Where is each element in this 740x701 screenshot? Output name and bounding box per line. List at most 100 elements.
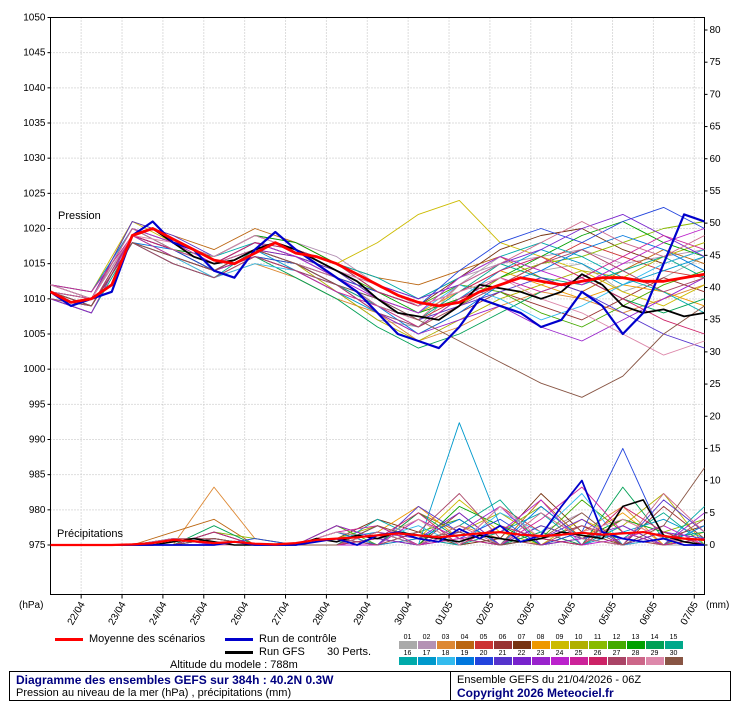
pert-legend-item: 20 <box>474 650 493 665</box>
right-axis-tick-label: 10 <box>710 476 722 487</box>
pert-color-swatch <box>493 641 512 649</box>
pert-number: 07 <box>517 634 526 641</box>
pert-color-swatch <box>569 657 588 665</box>
pert-number: 26 <box>593 650 602 657</box>
pert-color-swatch <box>664 657 683 665</box>
pert-number: 21 <box>498 650 507 657</box>
pert-color-swatch <box>398 641 417 649</box>
right-axis-tick-label: 0 <box>710 540 716 551</box>
legend-row-1: Moyenne des scénarios Run de contrôle <box>0 633 398 645</box>
pert-color-swatch <box>455 657 474 665</box>
left-axis-tick-label: 975 <box>29 540 46 551</box>
pert-legend-item: 24 <box>550 650 569 665</box>
left-axis-tick-label: 1025 <box>23 188 46 199</box>
pert-color-swatch <box>588 641 607 649</box>
pert-legend-item: 07 <box>512 634 531 649</box>
pert-legend-item: 11 <box>588 634 607 649</box>
run-info: Ensemble GEFS du 21/04/2026 - 06Z <box>457 674 642 686</box>
right-axis-tick-label: 65 <box>710 122 722 133</box>
pert-legend-item: 15 <box>664 634 683 649</box>
perts-legend-row: 01 02 03 04 05 06 07 08 09 10 11 12 13 14 15 <box>398 634 698 649</box>
pert-color-swatch <box>588 657 607 665</box>
mean-pressure-line <box>49 227 705 308</box>
ensemble-member-pressure-line <box>50 221 705 300</box>
pert-number: 06 <box>498 634 507 641</box>
pert-color-swatch <box>645 641 664 649</box>
control-line-swatch <box>225 637 253 641</box>
pert-legend-item: 08 <box>531 634 550 649</box>
x-axis-date-label: 27/04 <box>270 600 292 628</box>
gfs-precip-line <box>50 499 705 546</box>
pert-color-swatch <box>493 657 512 665</box>
x-axis-date-label: 01/05 <box>434 600 456 628</box>
perts-legend: 01 02 03 04 05 06 07 08 09 10 11 12 13 14 15 16 17 18 19 20… <box>398 633 698 671</box>
right-axis-tick-label: 60 <box>710 154 722 165</box>
pert-color-swatch <box>398 657 417 665</box>
pert-number: 01 <box>403 634 412 641</box>
x-axis-date-label: 06/05 <box>638 600 660 628</box>
pert-legend-item: 19 <box>455 650 474 665</box>
pert-color-swatch <box>626 641 645 649</box>
pert-number: 09 <box>555 634 564 641</box>
gfs-line-swatch <box>225 650 253 654</box>
pert-color-swatch <box>569 641 588 649</box>
perts-legend-row: 16 17 18 19 20 21 22 23 24 25 26 27 28 29 30 <box>398 650 698 665</box>
pert-number: 23 <box>536 650 545 657</box>
control-pressure-line <box>49 213 705 350</box>
footer-right: Ensemble GEFS du 21/04/2026 - 06Z Copyri… <box>451 672 730 700</box>
pert-color-swatch <box>531 641 550 649</box>
pert-legend-item: 17 <box>417 650 436 665</box>
right-axis-tick-label: 75 <box>710 57 722 68</box>
pert-legend-item: 21 <box>493 650 512 665</box>
left-axis-tick-label: 990 <box>29 435 46 446</box>
pert-legend-item: 14 <box>645 634 664 649</box>
right-axis-unit: (mm) <box>706 600 729 611</box>
footer: Diagramme des ensembles GEFS sur 384h : … <box>9 671 731 701</box>
pressure-series-label: Pression <box>58 210 101 222</box>
x-axis-date-label: 22/04 <box>66 600 88 628</box>
pert-number: 11 <box>593 634 602 641</box>
x-axis-date-label: 24/04 <box>147 600 169 628</box>
pert-legend-item: 02 <box>417 634 436 649</box>
pert-color-swatch <box>436 657 455 665</box>
right-axis-tick-label: 30 <box>710 347 722 358</box>
left-axis-tick-label: 1010 <box>23 294 46 305</box>
pert-legend-item: 10 <box>569 634 588 649</box>
diagram-title: Diagramme des ensembles GEFS sur 384h : … <box>16 673 334 687</box>
legend-left: Moyenne des scénarios Run de contrôle Ru… <box>0 633 398 671</box>
legend-row-2: Run GFS 30 Perts. <box>0 646 398 658</box>
pert-legend-item: 18 <box>436 650 455 665</box>
ensemble-member-precip-line <box>50 493 705 546</box>
right-axis-tick-label: 25 <box>710 379 722 390</box>
left-axis-tick-label: 985 <box>29 470 46 481</box>
pert-legend-item: 01 <box>398 634 417 649</box>
pert-number: 08 <box>536 634 545 641</box>
x-axis-date-label: 04/05 <box>556 600 578 628</box>
left-axis-tick-label: 1000 <box>23 364 46 375</box>
left-axis-tick-label: 1005 <box>23 329 46 340</box>
pert-legend-item: 29 <box>645 650 664 665</box>
pert-legend-item: 25 <box>569 650 588 665</box>
pert-number: 30 <box>669 650 678 657</box>
pert-legend-item: 28 <box>626 650 645 665</box>
pert-color-swatch <box>474 657 493 665</box>
pert-color-swatch <box>474 641 493 649</box>
left-axis-tick-label: 1030 <box>23 153 46 164</box>
pert-number: 19 <box>460 650 469 657</box>
pert-number: 14 <box>650 634 659 641</box>
right-axis-tick-label: 80 <box>710 25 722 36</box>
pert-color-swatch <box>531 657 550 665</box>
x-axis-date-label: 26/04 <box>229 600 251 628</box>
pert-color-swatch <box>455 641 474 649</box>
pert-number: 29 <box>650 650 659 657</box>
pert-number: 04 <box>460 634 469 641</box>
pert-legend-item: 27 <box>607 650 626 665</box>
x-axis-date-label: 03/05 <box>515 600 537 628</box>
ensemble-member-pressure-line <box>50 221 705 321</box>
legend: Moyenne des scénarios Run de contrôle Ru… <box>0 632 740 671</box>
left-axis-tick-label: 1015 <box>23 259 46 270</box>
left-axis-tick-label: 1045 <box>23 48 46 59</box>
pert-legend-item: 03 <box>436 634 455 649</box>
pert-number: 13 <box>631 634 640 641</box>
